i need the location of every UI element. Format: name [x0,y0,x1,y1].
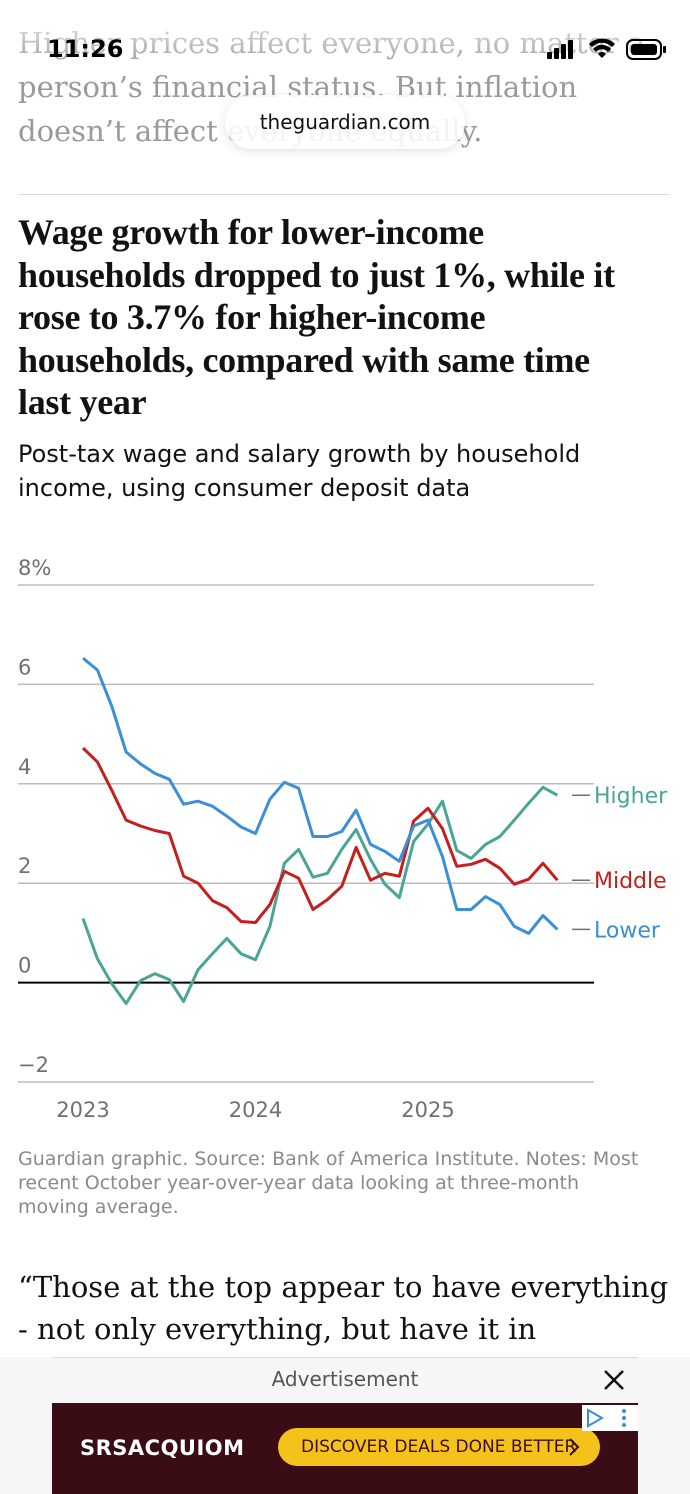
y-tick-label: 2 [18,854,31,878]
x-tick-label: 2024 [229,1098,282,1122]
y-tick-label: 6 [18,655,31,679]
legend-label: Lower [594,918,661,943]
ad-cta[interactable]: DISCOVER DEALS DONE BETTER [301,1437,577,1457]
title-line: households dropped to just 1%, while it [18,254,615,295]
ad-choices[interactable] [582,1405,638,1431]
x-tick-label: 2025 [401,1098,454,1122]
y-tick-label: 0 [18,954,31,978]
series-line [81,785,559,1005]
ad-brand: SRSACQUIOM [80,1436,245,1460]
chart: −2 0 2 4 6 8% 2023 2024 2025 Higher Middle Lower [18,556,668,1122]
quote-line: - not only everything, but have it in [18,1312,537,1346]
status-icons [547,38,666,60]
ad-divider [52,1357,638,1358]
url-pill[interactable] [225,95,465,149]
ad-chevron [569,1438,580,1456]
subtitle-line: income, using consumer deposit data [18,474,471,502]
series-line [81,746,559,924]
ad-label: Advertisement [271,1367,419,1391]
source-line: moving average. [18,1196,179,1218]
legend-label: Higher [594,784,668,809]
ad-button[interactable] [278,1428,600,1466]
y-tick-label: −2 [18,1053,49,1077]
url[interactable]: theguardian.com [259,110,431,134]
divider [18,194,670,195]
series-line [82,656,559,935]
subtitle-line: Post-tax wage and salary growth by house… [18,440,581,468]
source-line: recent October year-over-year data looki… [18,1172,580,1194]
title-line: Wage growth for lower-income [18,212,484,252]
quote-line: “Those at the top appear to have everyth… [18,1270,669,1304]
ad-close[interactable] [602,1368,626,1392]
x-tick-label: 2023 [56,1098,109,1122]
clock: 11:26 [47,35,124,63]
title-line: rose to 3.7% for higher-income [18,297,486,337]
title-line: households, compared with same time [18,339,590,380]
status-bar-bg [0,0,690,70]
title-line: last year [18,382,147,422]
legend-label: Middle [594,869,667,894]
y-tick-label: 4 [18,755,31,779]
y-tick-label: 8% [18,556,51,580]
source-line: Guardian graphic. Source: Bank of Americ… [18,1148,639,1170]
